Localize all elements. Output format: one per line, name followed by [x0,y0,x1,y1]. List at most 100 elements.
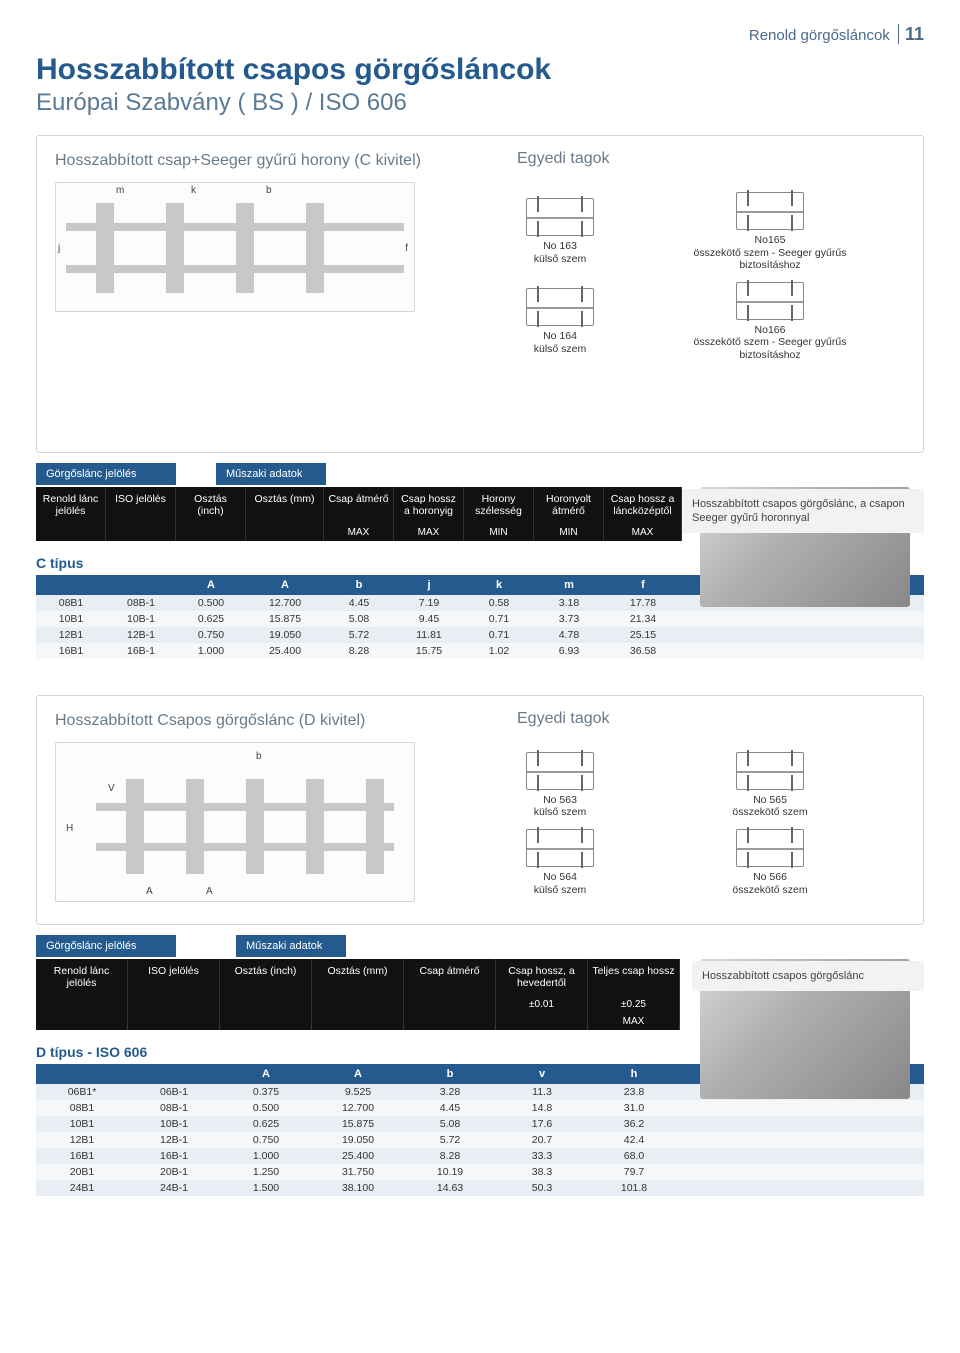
table-cell: 42.4 [588,1132,680,1148]
spec-header-cell: ISO jelölés [106,487,176,524]
dim-b-d: b [256,751,262,762]
col-hdr-cell [106,575,176,595]
table-cell: 17.78 [604,595,682,611]
table-cell: 11.81 [394,627,464,643]
icon-166: No166összekötő szem - Seeger gyűrűs bizt… [685,282,855,362]
table-cell: 3.28 [404,1084,496,1100]
table-cell: 36.2 [588,1116,680,1132]
table-cell: 15.875 [312,1116,404,1132]
page: Renold görgősláncok 11 Hosszabbított csa… [0,0,960,1232]
table-cell: 19.050 [312,1132,404,1148]
table-cell: 11.3 [496,1084,588,1100]
spec-header-cell: Horony szélesség [464,487,534,524]
icon-163-l2: külső szem [534,253,587,265]
table-cell: 14.8 [496,1100,588,1116]
spec-header-cell: Renold lánc jelölés [36,959,128,996]
table-cell: 06B1* [36,1084,128,1100]
spec-sub-cell [404,1013,496,1030]
table-cell: 36.58 [604,643,682,659]
spec-sub-cell: MAX [394,524,464,541]
table-cell: 38.100 [312,1180,404,1196]
table-cell: 4.45 [324,595,394,611]
icon-565: No 565összekötő szem [685,752,855,819]
spec-sub-cell [106,524,176,541]
table-cell: 31.0 [588,1100,680,1116]
data-rows-d: 06B1*06B-10.3759.5253.2811.323.808B108B-… [36,1084,924,1196]
spec-sub-cell [36,1013,128,1030]
col-hdr-cell: A [176,575,246,595]
banner-d-2: Műszaki adatok [236,935,346,957]
table-cell: 0.500 [220,1100,312,1116]
spec-sub-cell [496,1013,588,1030]
table-row: 20B120B-11.25031.75010.1938.379.7 [36,1164,924,1180]
table-cell: 20.7 [496,1132,588,1148]
spec-header-cell: Teljes csap hossz [588,959,680,996]
table-cell: 12.700 [246,595,324,611]
spec-header-cell: Csap hossz, a hevedertől [496,959,588,996]
col-hdr-cell [128,1064,220,1084]
spec-sub-cell [312,996,404,1013]
table-cell: 38.3 [496,1164,588,1180]
spec-header-cell: Osztás (inch) [220,959,312,996]
page-title: Hosszabbított csapos görgősláncok [36,53,924,87]
table-cell: 10B1 [36,1116,128,1132]
dim-a1-d: A [146,886,153,897]
table-cell: 9.45 [394,611,464,627]
dim-f: f [405,243,408,254]
col-hdr-cell [36,575,106,595]
table-cell: 1.000 [176,643,246,659]
spec-sub-cell: MAX [604,524,682,541]
table-cell: 1.02 [464,643,534,659]
icon-564-l2: külső szem [534,884,587,896]
spec-header-cell: Renold lánc jelölés [36,487,106,524]
table-cell: 16B-1 [128,1148,220,1164]
icon-164: No 164külső szem [475,288,645,355]
section-d-box: Hosszabbított Csapos görgőslánc (D kivit… [36,695,924,925]
table-cell: 16B-1 [106,643,176,659]
icon-row-d1: No 563külső szem No 565összekötő szem [475,752,905,819]
section-c-drawing-title: Hosszabbított csap+Seeger gyűrű horony (… [55,152,905,170]
table-cell: 5.08 [404,1116,496,1132]
icon-165: No165összekötő szem - Seeger gyűrűs bizt… [685,192,855,272]
table-cell: 12B1 [36,627,106,643]
table-cell: 0.58 [464,595,534,611]
table-cell: 14.63 [404,1180,496,1196]
table-cell: 25.400 [246,643,324,659]
spec-sub-cell [312,1013,404,1030]
table-cell: 4.45 [404,1100,496,1116]
table-row: 08B108B-10.50012.7004.4514.831.0 [36,1100,924,1116]
col-hdr-cell: m [534,575,604,595]
table-cell: 33.3 [496,1148,588,1164]
spec-sub-cell [246,524,324,541]
table-cell: 16B1 [36,643,106,659]
icon-163-l1: No 163 [543,240,577,252]
table-cell: 12B-1 [128,1132,220,1148]
icon-165-l1: No165 [755,234,786,246]
icon-row-2: No 164külső szem No166összekötő szem - S… [475,282,905,362]
dim-k: k [191,185,196,196]
table-cell: 1.500 [220,1180,312,1196]
table-cell: 08B-1 [106,595,176,611]
section-d-drawing: b V H A A [55,742,435,902]
icon-566-l2: összekötő szem [732,884,807,896]
icon-565-l2: összekötő szem [732,806,807,818]
section-c-box: Hosszabbított csap+Seeger gyűrű horony (… [36,135,924,453]
table-cell: 31.750 [312,1164,404,1180]
chain-icon [526,752,594,790]
table-cell: 0.750 [220,1132,312,1148]
spec-header-cell: Csap hossz a láncközéptől [604,487,682,524]
table-cell: 08B-1 [128,1100,220,1116]
table-cell: 10B-1 [106,611,176,627]
icon-166-l1: No166 [755,324,786,336]
tech-drawing-c: m k b j f [55,182,415,312]
chain-icon [526,198,594,236]
table-cell: 19.050 [246,627,324,643]
page-header: Renold görgősláncok 11 [36,24,924,45]
table-cell: 08B1 [36,595,106,611]
table-row: 10B110B-10.62515.8755.089.450.713.7321.3… [36,611,924,627]
spec-sub-cell [128,996,220,1013]
col-hdr-cell: j [394,575,464,595]
table-cell: 0.375 [220,1084,312,1100]
table-cell: 10B1 [36,611,106,627]
col-hdr-cell: A [220,1064,312,1084]
